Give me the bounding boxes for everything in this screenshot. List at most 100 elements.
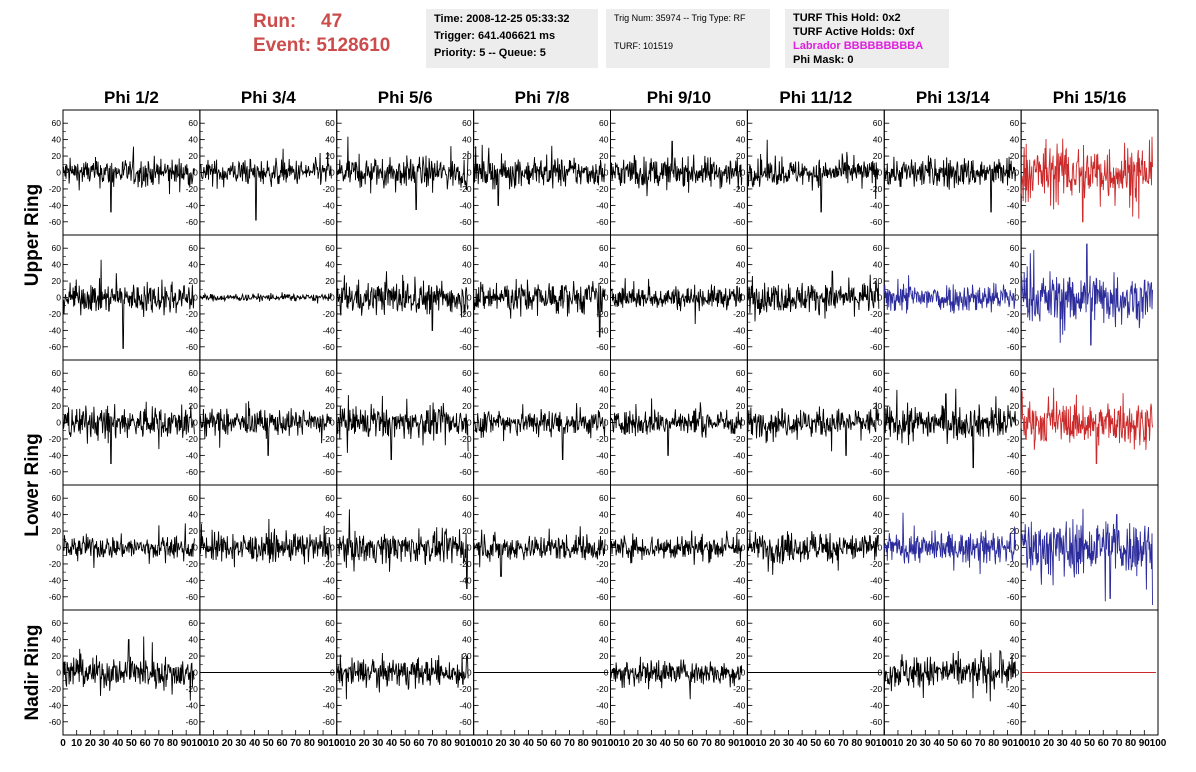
waveform-trace xyxy=(336,136,469,210)
y-tick-label: 60 xyxy=(736,118,746,128)
waveform-trace xyxy=(746,531,880,575)
x-tick-label: 20 xyxy=(495,738,507,749)
x-tick-label: 100 xyxy=(876,738,893,749)
y-tick-label: 60 xyxy=(599,618,609,628)
waveform-trace xyxy=(1020,508,1153,606)
y-tick-label: -20 xyxy=(49,309,62,319)
y-tick-label: 20 xyxy=(462,276,472,286)
y-tick-label: 0 xyxy=(1014,418,1019,428)
x-tick-label: 0 xyxy=(1018,738,1024,749)
y-tick-label: 0 xyxy=(604,668,609,678)
y-tick-label: 60 xyxy=(599,118,609,128)
x-tick-label: 90 xyxy=(1002,738,1014,749)
y-tick-label: -40 xyxy=(870,575,883,585)
y-tick-label: -40 xyxy=(1007,325,1020,335)
x-tick-label: 50 xyxy=(263,738,275,749)
y-tick-label: 60 xyxy=(599,368,609,378)
y-tick-label: -20 xyxy=(186,434,199,444)
waveform-trace xyxy=(747,139,880,213)
y-tick-label: -20 xyxy=(459,684,472,694)
waveform-trace xyxy=(62,259,195,349)
y-tick-label: 40 xyxy=(1010,635,1020,645)
y-tick-label: 20 xyxy=(599,276,609,286)
y-tick-label: -60 xyxy=(1007,717,1020,727)
y-tick-label: 0 xyxy=(467,668,472,678)
row-group-label: Nadir Ring xyxy=(22,624,43,720)
y-tick-label: -60 xyxy=(870,342,883,352)
y-tick-label: -60 xyxy=(733,217,746,227)
y-tick-label: 0 xyxy=(330,543,335,553)
y-tick-label: -60 xyxy=(49,467,62,477)
x-tick-label: 30 xyxy=(920,738,932,749)
y-tick-label: 0 xyxy=(193,168,198,178)
y-tick-label: 0 xyxy=(330,668,335,678)
x-tick-label: 30 xyxy=(372,738,384,749)
x-tick-label: 10 xyxy=(345,738,357,749)
waveform-trace xyxy=(336,652,469,700)
y-tick-label: 60 xyxy=(188,493,198,503)
y-tick-label: 60 xyxy=(462,243,472,253)
y-tick-label: 20 xyxy=(736,151,746,161)
y-tick-label: -20 xyxy=(49,184,62,194)
x-tick-label: 100 xyxy=(602,738,619,749)
x-tick-label: 70 xyxy=(838,738,850,749)
x-tick-label: 40 xyxy=(523,738,535,749)
y-tick-label: 40 xyxy=(736,260,746,270)
y-tick-label: 60 xyxy=(325,368,335,378)
x-tick-label: 0 xyxy=(197,738,203,749)
y-tick-label: 20 xyxy=(599,151,609,161)
x-tick-label: 80 xyxy=(578,738,590,749)
y-tick-label: 0 xyxy=(741,418,746,428)
y-tick-label: 60 xyxy=(736,618,746,628)
x-tick-label: 50 xyxy=(1084,738,1096,749)
y-tick-label: 0 xyxy=(193,543,198,553)
y-tick-label: -20 xyxy=(733,434,746,444)
event-line: Event: 5128610 xyxy=(253,34,390,58)
y-tick-label: 60 xyxy=(1010,618,1020,628)
y-tick-label: -40 xyxy=(1007,575,1020,585)
turf-active-holds-text: TURF Active Holds: 0xf xyxy=(793,26,915,38)
waveform-trace xyxy=(336,509,469,590)
waveform-trace xyxy=(883,155,1017,213)
x-tick-label: 80 xyxy=(851,738,863,749)
x-tick-label: 20 xyxy=(85,738,97,749)
y-tick-label: 60 xyxy=(873,243,883,253)
waveform-trace xyxy=(883,649,1017,702)
y-tick-label: 60 xyxy=(325,493,335,503)
y-tick-label: 60 xyxy=(462,618,472,628)
y-tick-label: 0 xyxy=(193,418,198,428)
y-tick-label: -60 xyxy=(49,592,62,602)
y-tick-label: -20 xyxy=(870,684,883,694)
y-tick-label: 40 xyxy=(873,510,883,520)
y-tick-label: 0 xyxy=(330,293,335,303)
y-tick-label: 20 xyxy=(325,151,335,161)
x-tick-label: 30 xyxy=(99,738,111,749)
y-tick-label: -60 xyxy=(733,467,746,477)
x-tick-label: 90 xyxy=(591,738,603,749)
y-tick-label: -20 xyxy=(733,309,746,319)
x-tick-label: 10 xyxy=(482,738,494,749)
y-tick-label: 20 xyxy=(599,651,609,661)
waveform-trace xyxy=(1020,387,1153,465)
y-tick-label: -40 xyxy=(186,325,199,335)
waveform-trace xyxy=(610,656,743,700)
waveform-trace xyxy=(336,271,469,331)
y-tick-label: -60 xyxy=(596,467,609,477)
turf-text: TURF: 101519 xyxy=(614,41,674,51)
y-tick-label: 0 xyxy=(604,543,609,553)
waveform-trace xyxy=(610,530,743,565)
turf-info-box: TURF This Hold: 0x2 TURF Active Holds: 0… xyxy=(785,9,949,68)
y-tick-label: -40 xyxy=(459,450,472,460)
y-tick-label: -40 xyxy=(870,325,883,335)
y-tick-label: 20 xyxy=(52,526,62,536)
y-tick-label: 20 xyxy=(52,276,62,286)
x-tick-label: 100 xyxy=(192,738,209,749)
x-tick-label: 40 xyxy=(112,738,124,749)
y-tick-label: -60 xyxy=(733,717,746,727)
y-tick-label: 0 xyxy=(56,543,61,553)
waveform-trace xyxy=(199,518,332,568)
y-tick-label: 60 xyxy=(873,493,883,503)
y-tick-label: 20 xyxy=(188,401,198,411)
waveform-trace xyxy=(62,636,195,701)
y-tick-label: 40 xyxy=(873,385,883,395)
